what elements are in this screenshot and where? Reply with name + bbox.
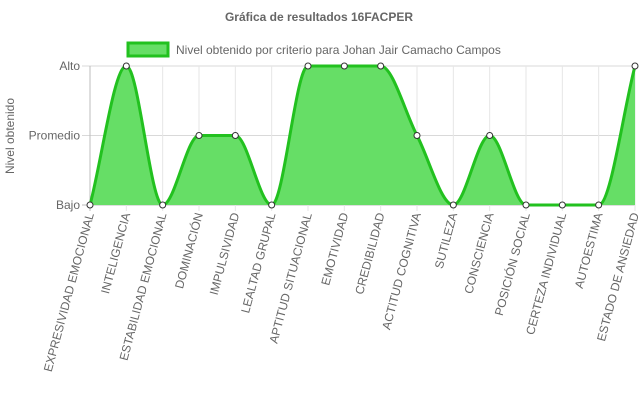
data-point-8[interactable] [340, 62, 348, 70]
legend-swatch [126, 41, 170, 58]
y-axis-ticks: Bajo Promedio Alto [29, 59, 81, 212]
x-tick-label: LEALTAD GRUPAL [238, 211, 278, 315]
x-tick-label: EMOTIVIDAD [318, 211, 351, 287]
x-tick-label: SUTILEZA [432, 211, 460, 270]
legend[interactable]: Nivel obtenido por criterio para Johan J… [126, 41, 501, 58]
y-tick-label: Bajo [56, 198, 80, 212]
x-tick-label: POSICIÓN SOCIAL [491, 211, 533, 318]
data-point-15[interactable] [595, 201, 603, 209]
data-point-4[interactable] [195, 132, 203, 139]
x-tick-label: DOMINACIÓN [171, 211, 206, 290]
x-tick-label: AUTOESTIMA [572, 211, 606, 290]
series-fill [90, 66, 635, 205]
x-tick-label: CREDIBILIDAD [352, 211, 387, 296]
x-axis-ticks: EXPRESIVIDAD EMOCIONAL INTELIGENCIAESTABI… [41, 211, 639, 374]
x-tick-label: CERTEZA INDIVIDUAL [523, 211, 569, 336]
data-point-1[interactable] [86, 201, 94, 209]
data-point-9[interactable] [377, 62, 385, 70]
data-point-10[interactable] [413, 132, 421, 139]
y-tick-label: Alto [59, 59, 80, 73]
x-tick-label: INTELIGENCIA [98, 211, 133, 295]
data-point-16[interactable] [631, 62, 639, 70]
data-point-5[interactable] [231, 132, 239, 139]
data-point-13[interactable] [522, 201, 530, 209]
data-point-7[interactable] [304, 62, 312, 70]
legend-label: Nivel obtenido por criterio para Johan J… [176, 43, 501, 57]
data-point-11[interactable] [449, 201, 457, 209]
data-point-14[interactable] [558, 201, 566, 209]
data-point-12[interactable] [486, 132, 494, 139]
data-point-2[interactable] [122, 62, 130, 70]
data-point-6[interactable] [268, 201, 276, 209]
data-points [86, 62, 639, 209]
x-tick-label: ACTITUD COGNITIVA [379, 211, 424, 331]
x-tick-label: EXPRESIVIDAD EMOCIONAL [41, 211, 97, 373]
chart-title: Gráfica de resultados 16FACPER [225, 10, 413, 24]
x-tick-label: CONSCIENCIA [461, 211, 496, 295]
x-tick-label: IMPULSIVIDAD [207, 211, 243, 297]
data-point-3[interactable] [159, 201, 167, 209]
y-tick-label: Promedio [29, 129, 81, 143]
y-axis-title: Nivel obtenido [3, 98, 17, 174]
